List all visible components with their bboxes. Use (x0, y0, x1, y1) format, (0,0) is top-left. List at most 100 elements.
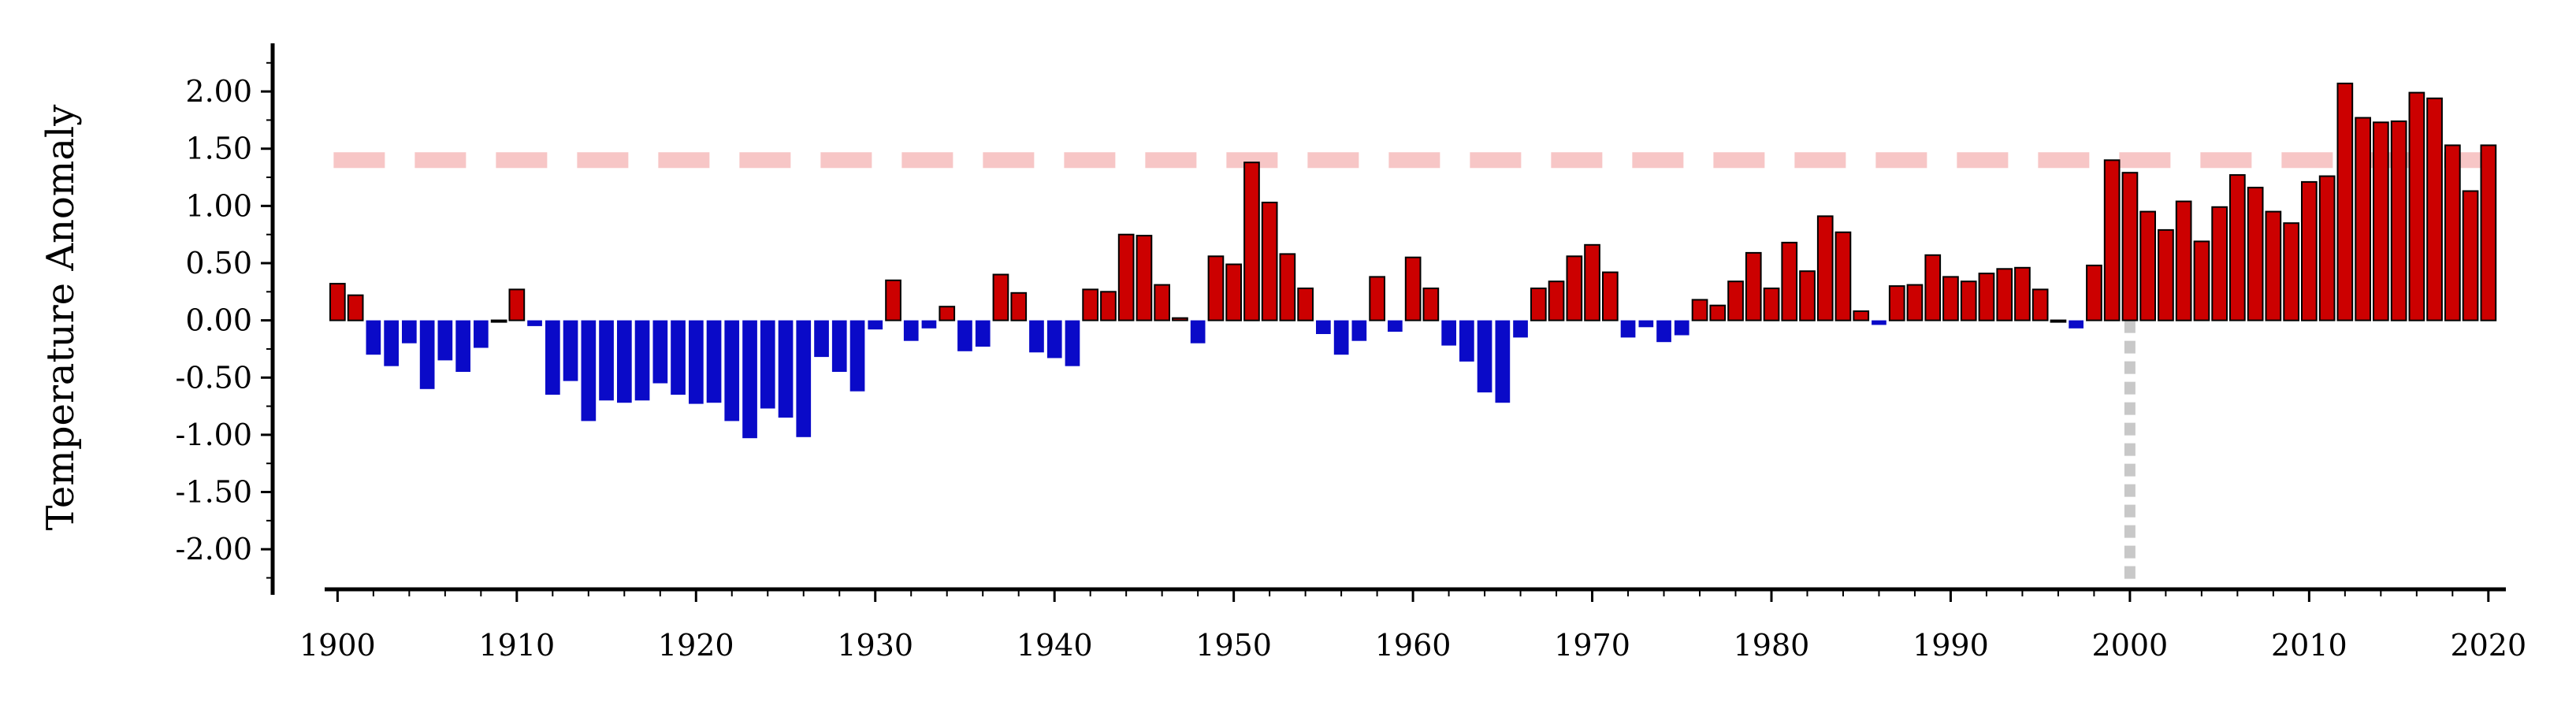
bar-1996 (2050, 319, 2067, 323)
bar-1903 (384, 320, 399, 366)
bar-1993 (1996, 268, 2013, 321)
bar-2020 (2480, 144, 2497, 321)
bar-1920 (689, 320, 704, 404)
bar-1986 (1872, 320, 1886, 325)
bar-2003 (2175, 200, 2192, 321)
bar-1985 (1853, 310, 1870, 321)
x-tick-label: 1970 (1554, 628, 1630, 663)
bar-1923 (742, 320, 757, 439)
bar-1922 (724, 320, 740, 421)
bar-2005 (2211, 206, 2228, 321)
bar-1962 (1441, 320, 1456, 346)
bar-1930 (868, 320, 883, 330)
ticks-group: -2.00 -1.50 -1.00 -0.50 0.00 0.50 1.00 1.50 2.00… (176, 61, 2526, 663)
bar-1972 (1620, 320, 1636, 338)
bar-2013 (2355, 117, 2372, 321)
bar-1968 (1548, 280, 1565, 321)
bar-1931 (885, 279, 901, 321)
bar-1919 (671, 320, 686, 395)
bar-1925 (778, 320, 794, 418)
x-tick-label: 2000 (2092, 628, 2169, 663)
bar-1951 (1243, 162, 1260, 321)
bar-1928 (831, 320, 847, 372)
bar-1908 (474, 320, 489, 348)
bar-1997 (2069, 320, 2083, 329)
bar-2009 (2283, 222, 2300, 321)
bar-1941 (1065, 320, 1080, 366)
bar-1980 (1763, 288, 1780, 321)
bar-1942 (1082, 288, 1099, 321)
bar-1956 (1333, 320, 1349, 355)
bar-2000 (2121, 172, 2139, 321)
bar-1918 (652, 320, 668, 384)
bar-1913 (563, 320, 578, 381)
x-tick-label: 1940 (1017, 628, 1093, 663)
bar-1906 (437, 320, 453, 361)
bar-2008 (2265, 210, 2282, 321)
reference-lines (333, 152, 2496, 586)
bar-1929 (849, 320, 865, 392)
x-tick-label: 2010 (2271, 628, 2347, 663)
bar-2007 (2247, 187, 2264, 321)
bar-2019 (2462, 190, 2479, 321)
y-tick-label: 0.00 (185, 303, 252, 338)
y-tick-label: 0.50 (185, 246, 252, 280)
y-tick-label: 1.00 (185, 188, 252, 223)
bar-1915 (599, 320, 614, 401)
bar-1935 (957, 320, 972, 351)
x-tick-label: 1910 (478, 628, 555, 663)
bar-1934 (939, 306, 956, 321)
bar-1969 (1566, 255, 1583, 321)
bar-1911 (527, 320, 542, 326)
bars-group (329, 82, 2497, 439)
bar-1991 (1960, 280, 1977, 321)
bar-1936 (975, 320, 991, 347)
bar-1963 (1459, 320, 1474, 362)
bar-1953 (1279, 253, 1296, 321)
axes-group (270, 43, 2506, 595)
x-tick-label: 1930 (837, 628, 913, 663)
bar-1981 (1781, 241, 1798, 321)
bar-2012 (2336, 82, 2354, 321)
bar-1976 (1691, 299, 1708, 321)
bar-2002 (2158, 228, 2174, 321)
bar-1914 (581, 320, 597, 421)
x-tick-label: 1950 (1195, 628, 1272, 663)
bar-1983 (1816, 215, 1834, 321)
x-tick-label: 2020 (2450, 628, 2526, 663)
bar-1979 (1745, 251, 1762, 321)
bar-1900 (329, 283, 346, 321)
bar-1958 (1369, 276, 1386, 321)
bar-1954 (1297, 288, 1314, 321)
bar-1910 (508, 288, 526, 321)
bar-1944 (1117, 233, 1135, 321)
bar-1957 (1351, 320, 1367, 341)
x-tick-label: 1960 (1375, 628, 1452, 663)
bar-1971 (1602, 271, 1619, 321)
bar-1909 (490, 319, 507, 323)
bar-1932 (903, 320, 919, 341)
bar-1948 (1190, 320, 1206, 344)
y-axis-title: Temperature Anomaly (39, 105, 83, 531)
bar-2004 (2193, 240, 2210, 321)
bar-1989 (1924, 254, 1942, 321)
bar-1995 (2031, 288, 2049, 321)
y-tick-label: -1.50 (176, 475, 252, 510)
bar-1902 (366, 320, 381, 355)
y-tick-label: 2.00 (185, 74, 252, 109)
y-tick-label: -1.00 (176, 418, 252, 452)
bar-1961 (1422, 288, 1440, 321)
bar-2018 (2444, 144, 2461, 321)
x-tick-label: 1900 (299, 628, 376, 663)
bar-1924 (760, 320, 775, 409)
bar-1933 (921, 320, 937, 329)
bar-1977 (1709, 304, 1727, 321)
bar-2015 (2390, 120, 2407, 321)
y-tick-label: -0.50 (176, 360, 252, 395)
bar-1939 (1029, 320, 1044, 353)
bar-1955 (1316, 320, 1331, 334)
bar-1907 (455, 320, 470, 372)
bar-1970 (1584, 243, 1600, 321)
